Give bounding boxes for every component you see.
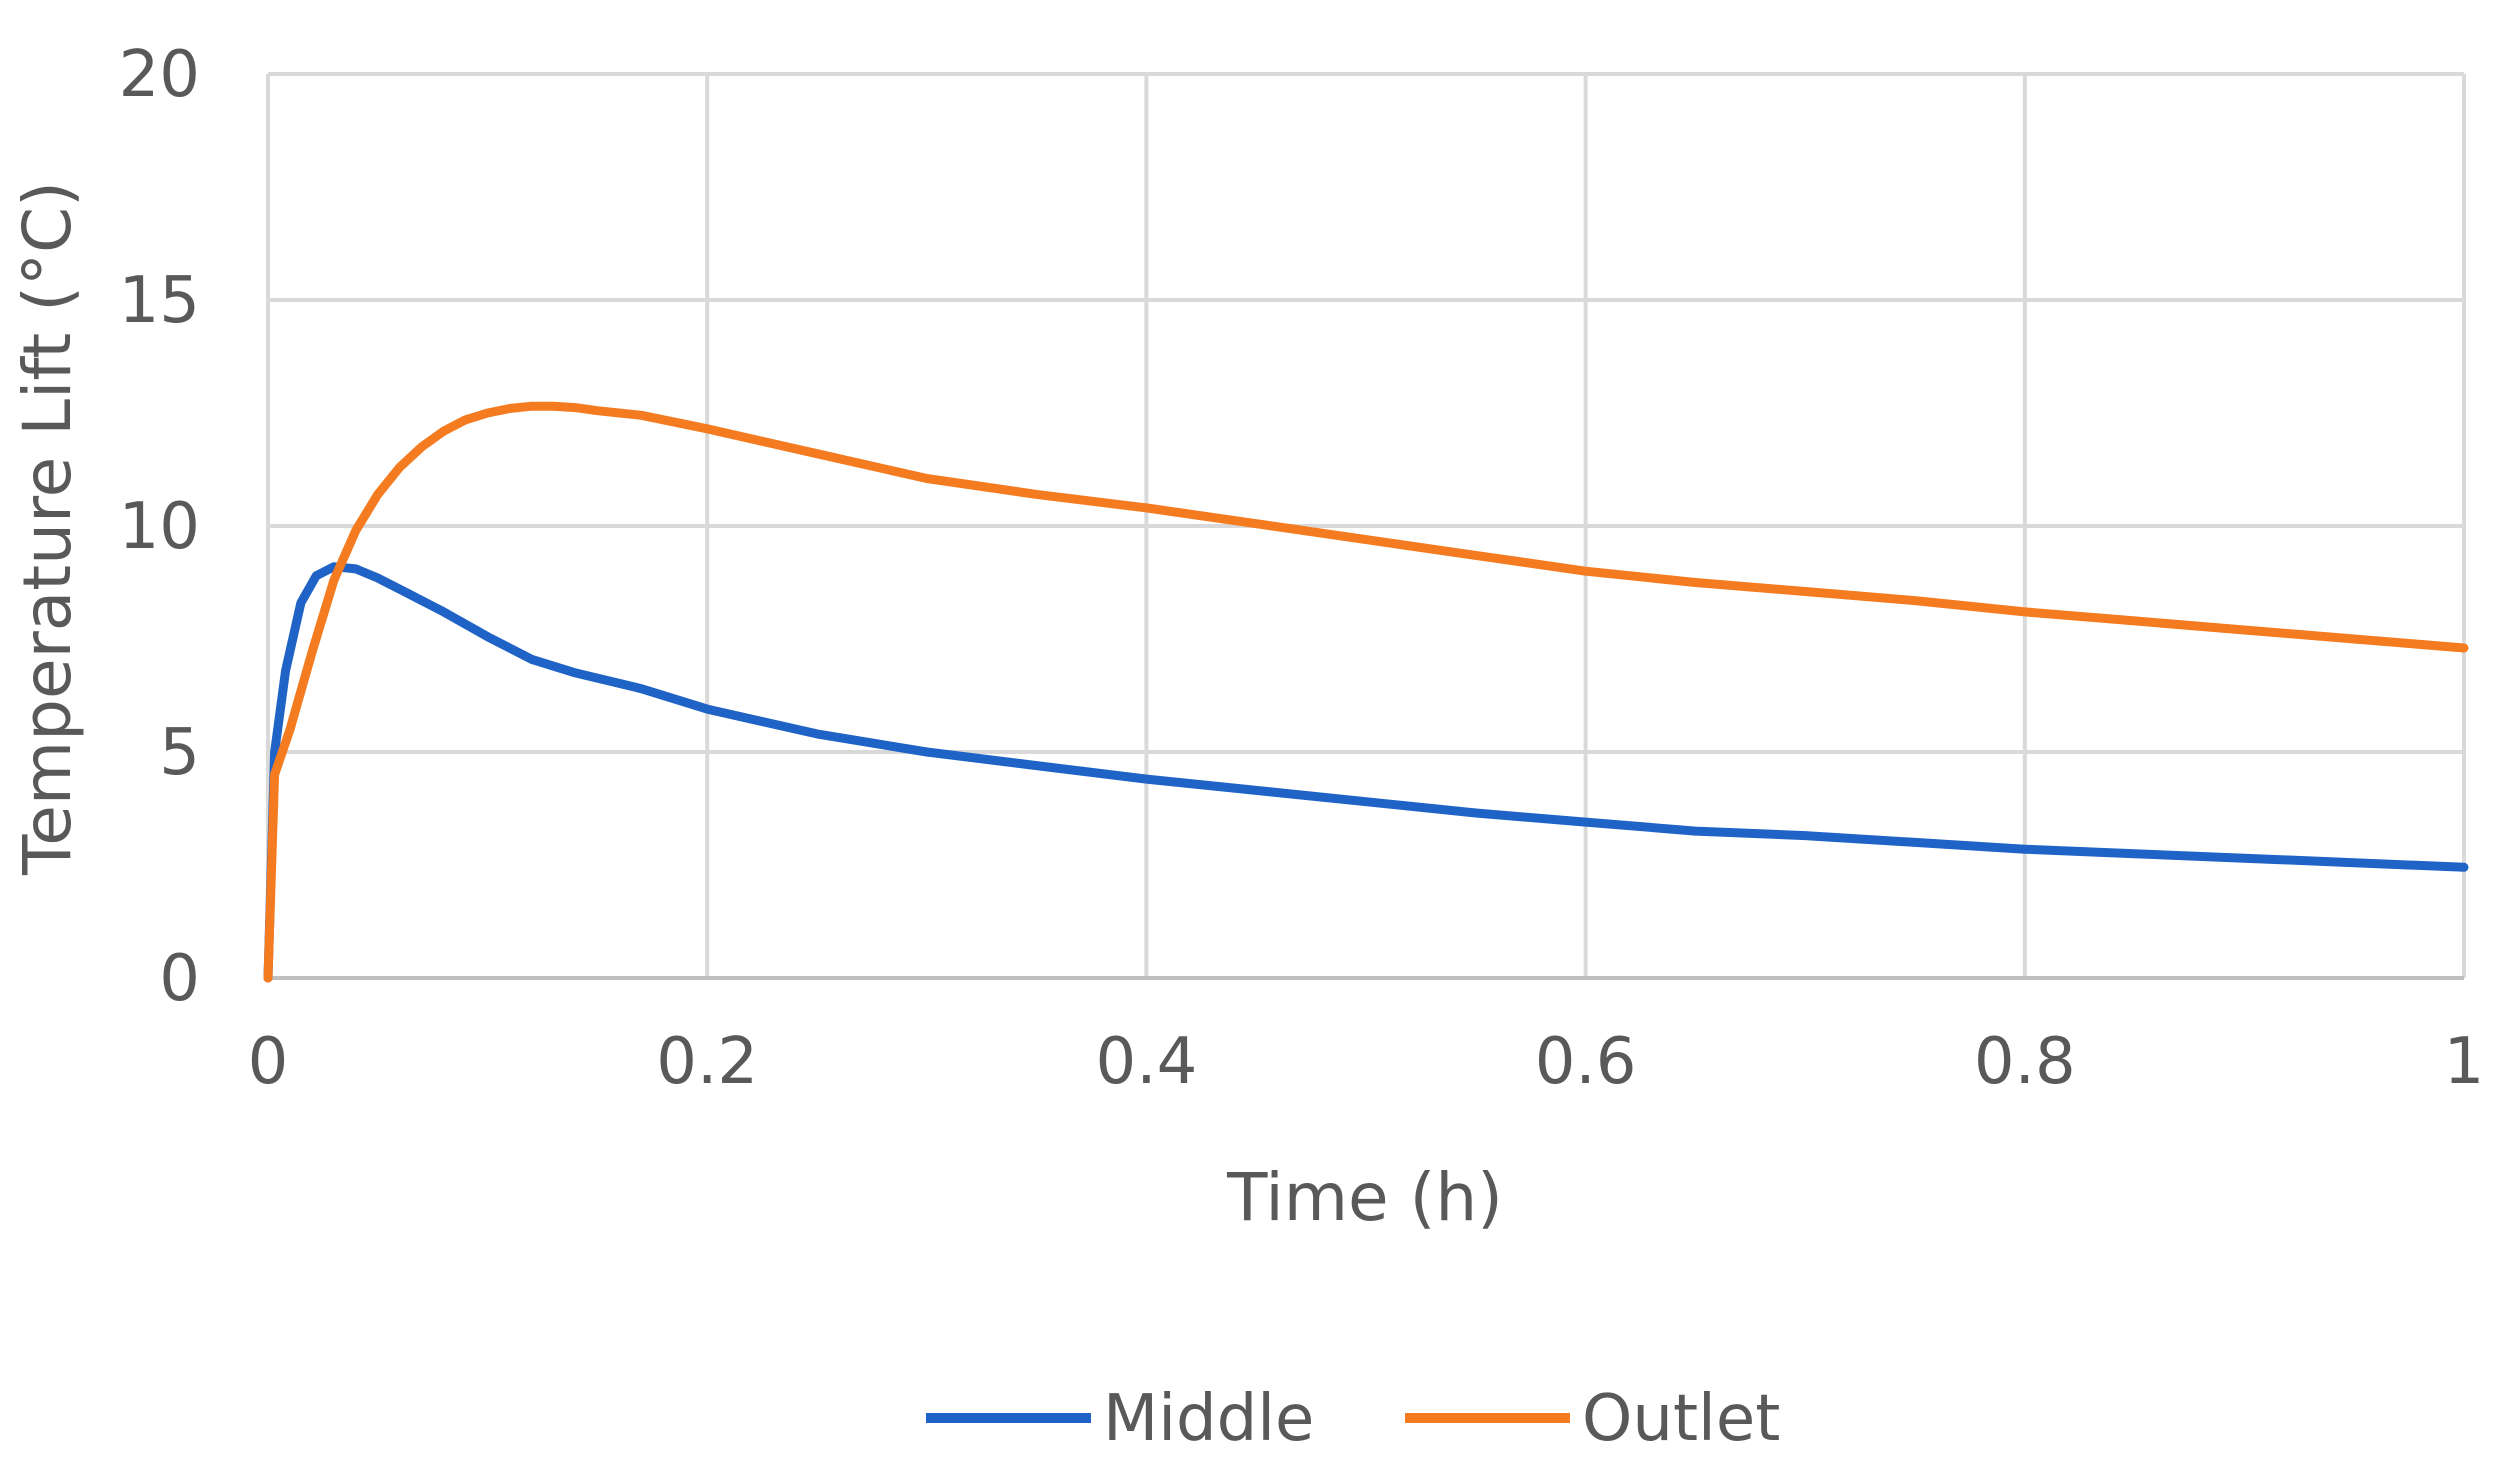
- legend-item-middle: Middle: [926, 1382, 1314, 1456]
- x-tick-label: 0.4: [1096, 1025, 1198, 1099]
- x-tick-label: 1: [2444, 1025, 2485, 1099]
- legend: Middle Outlet: [926, 1382, 1780, 1456]
- x-axis-tick-labels: 0 0.2 0.4 0.6 0.8 1: [248, 1025, 2485, 1099]
- series-line-outlet: [263, 401, 2469, 983]
- series-line-middle: [263, 562, 2469, 983]
- y-tick-label: 15: [119, 264, 200, 338]
- y-tick-label: 10: [119, 490, 200, 564]
- y-axis-tick-labels: 0 5 10 15 20: [119, 38, 200, 1016]
- x-tick-label: 0: [248, 1025, 289, 1099]
- y-axis-title: Temperature Lift (°C): [9, 181, 86, 876]
- legend-label: Outlet: [1582, 1382, 1780, 1456]
- x-tick-label: 0.8: [1974, 1025, 2076, 1099]
- y-tick-label: 20: [119, 38, 200, 112]
- x-axis-title: Time (h): [1226, 1159, 1503, 1236]
- legend-item-outlet: Outlet: [1405, 1382, 1780, 1456]
- x-tick-label: 0.6: [1535, 1025, 1637, 1099]
- data-series: [263, 401, 2469, 983]
- y-tick-label: 0: [159, 942, 200, 1016]
- x-tick-label: 0.2: [656, 1025, 758, 1099]
- horizontal-gridlines: [268, 72, 2464, 980]
- y-tick-label: 5: [159, 716, 200, 790]
- legend-label: Middle: [1103, 1382, 1314, 1456]
